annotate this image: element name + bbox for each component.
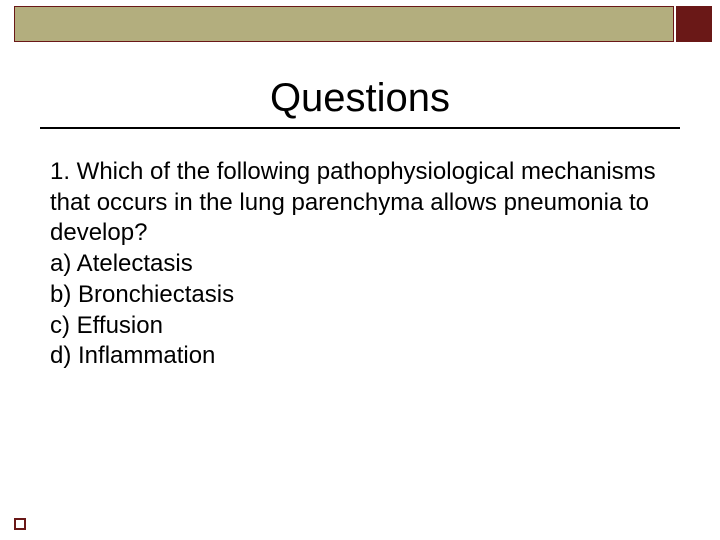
banner-right-block <box>676 6 712 42</box>
option-d: d) Inflammation <box>50 341 670 372</box>
option-b: b) Bronchiectasis <box>50 280 670 311</box>
banner-main-bar <box>14 6 674 42</box>
top-banner <box>0 0 720 48</box>
option-c: c) Effusion <box>50 311 670 342</box>
option-a: a) Atelectasis <box>50 249 670 280</box>
page-title: Questions <box>270 76 450 125</box>
footer-square-icon <box>14 518 26 530</box>
title-container: Questions <box>0 76 720 125</box>
question-stem: 1. Which of the following pathophysiolog… <box>50 157 670 249</box>
question-block: 1. Which of the following pathophysiolog… <box>50 157 670 372</box>
title-underline <box>40 127 680 129</box>
